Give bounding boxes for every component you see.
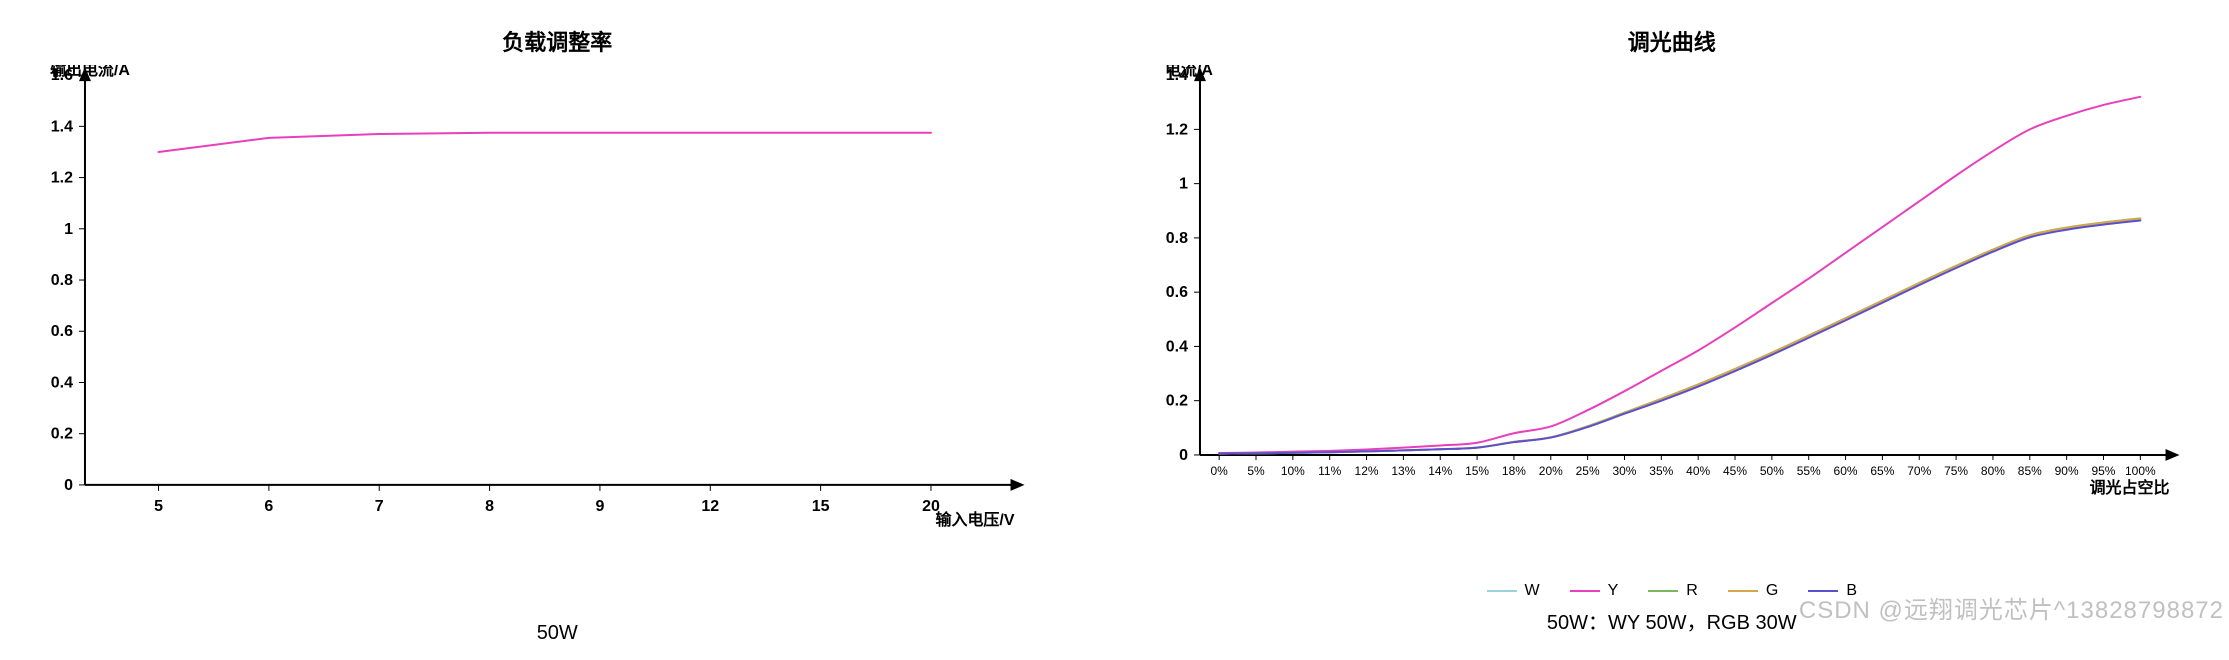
x-tick-label: 75% — [1944, 464, 1968, 478]
x-tick-label: 40% — [1686, 464, 1710, 478]
y-tick-label: 0.8 — [51, 272, 73, 289]
left-chart: 00.20.40.60.811.21.41.6输出电流/A56789121520… — [30, 65, 1085, 585]
x-tick-label: 12% — [1354, 464, 1378, 478]
x-tick-label: 15 — [812, 498, 830, 515]
legend-label: B — [1846, 582, 1857, 600]
x-tick-label: 6 — [264, 498, 273, 515]
x-tick-label: 65% — [1870, 464, 1894, 478]
x-tick-label: 95% — [2091, 464, 2115, 478]
x-tick-label: 10% — [1280, 464, 1304, 478]
series-line — [1219, 218, 2140, 453]
x-tick-label: 5 — [154, 498, 163, 515]
y-axis-label: 电流/A — [1164, 65, 1212, 79]
x-tick-label: 90% — [2054, 464, 2078, 478]
y-tick-label: 0.4 — [51, 374, 73, 391]
left-panel: 负载调整率 00.20.40.60.811.21.41.6输出电流/A56789… — [0, 0, 1115, 660]
y-tick-label: 0.4 — [1165, 338, 1187, 355]
legend-label: R — [1686, 582, 1698, 600]
y-tick-label: 0.6 — [51, 323, 73, 340]
series-line — [159, 133, 931, 152]
x-tick-label: 25% — [1575, 464, 1599, 478]
right-legend: WYRGB — [1115, 582, 2229, 600]
x-tick-label: 100% — [2124, 464, 2155, 478]
x-tick-label: 15% — [1465, 464, 1489, 478]
legend-swatch — [1728, 590, 1758, 592]
y-axis-label: 输出电流/A — [50, 65, 130, 79]
x-tick-label: 12 — [701, 498, 719, 515]
legend-label: Y — [1608, 582, 1619, 600]
x-tick-label: 9 — [595, 498, 604, 515]
x-tick-label: 18% — [1501, 464, 1525, 478]
x-tick-label: 11% — [1318, 464, 1341, 478]
x-tick-label: 55% — [1796, 464, 1820, 478]
series-line — [1219, 97, 2140, 453]
legend-item: Y — [1570, 582, 1619, 600]
x-tick-label: 85% — [2017, 464, 2041, 478]
x-tick-label: 8 — [485, 498, 494, 515]
legend-label: G — [1766, 582, 1778, 600]
legend-item: G — [1728, 582, 1778, 600]
legend-item: B — [1808, 582, 1857, 600]
right-panel: 调光曲线 00.20.40.60.811.21.4电流/A0%5%10%11%1… — [1115, 0, 2229, 660]
x-axis-arrow — [1011, 479, 1025, 491]
y-tick-label: 1 — [1179, 176, 1188, 193]
left-footer: 50W — [0, 622, 1115, 645]
x-tick-label: 7 — [375, 498, 384, 515]
legend-swatch — [1487, 590, 1517, 592]
x-tick-label: 45% — [1723, 464, 1747, 478]
legend-swatch — [1808, 590, 1838, 592]
page-root: 负载调整率 00.20.40.60.811.21.41.6输出电流/A56789… — [0, 0, 2229, 660]
x-axis-label: 调光占空比 — [2089, 478, 2169, 497]
x-tick-label: 14% — [1428, 464, 1452, 478]
x-tick-label: 13% — [1391, 464, 1415, 478]
series-line — [1219, 219, 2140, 454]
legend-label: W — [1525, 582, 1540, 600]
right-chart-title: 调光曲线 — [1115, 25, 2229, 57]
y-tick-label: 0.8 — [1165, 230, 1187, 247]
y-tick-label: 1.4 — [51, 118, 73, 135]
y-tick-label: 1.2 — [51, 170, 73, 187]
y-tick-label: 0.2 — [51, 426, 73, 443]
y-tick-label: 0.2 — [1165, 393, 1187, 410]
right-chart: 00.20.40.60.811.21.4电流/A0%5%10%11%12%13%… — [1145, 65, 2200, 585]
x-tick-label: 60% — [1833, 464, 1857, 478]
x-axis-label: 输入电压/V — [935, 510, 1014, 529]
x-tick-label: 5% — [1247, 464, 1265, 478]
y-tick-label: 1.2 — [1165, 121, 1187, 138]
y-tick-label: 0 — [1179, 447, 1188, 464]
x-tick-label: 0% — [1210, 464, 1228, 478]
legend-item: W — [1487, 582, 1540, 600]
x-tick-label: 20% — [1538, 464, 1562, 478]
x-axis-arrow — [2165, 449, 2179, 461]
y-tick-label: 1 — [64, 221, 73, 238]
x-tick-label: 80% — [1980, 464, 2004, 478]
x-tick-label: 30% — [1612, 464, 1636, 478]
legend-swatch — [1648, 590, 1678, 592]
x-tick-label: 70% — [1907, 464, 1931, 478]
series-line — [1219, 219, 2140, 454]
legend-swatch — [1570, 590, 1600, 592]
x-tick-label: 35% — [1649, 464, 1673, 478]
series-line — [1219, 221, 2140, 454]
x-tick-label: 50% — [1759, 464, 1783, 478]
y-tick-label: 0 — [64, 477, 73, 494]
y-tick-label: 0.6 — [1165, 284, 1187, 301]
left-chart-title: 负载调整率 — [0, 25, 1115, 57]
right-footer: 50W：WY 50W，RGB 30W — [1115, 606, 2229, 635]
legend-item: R — [1648, 582, 1698, 600]
